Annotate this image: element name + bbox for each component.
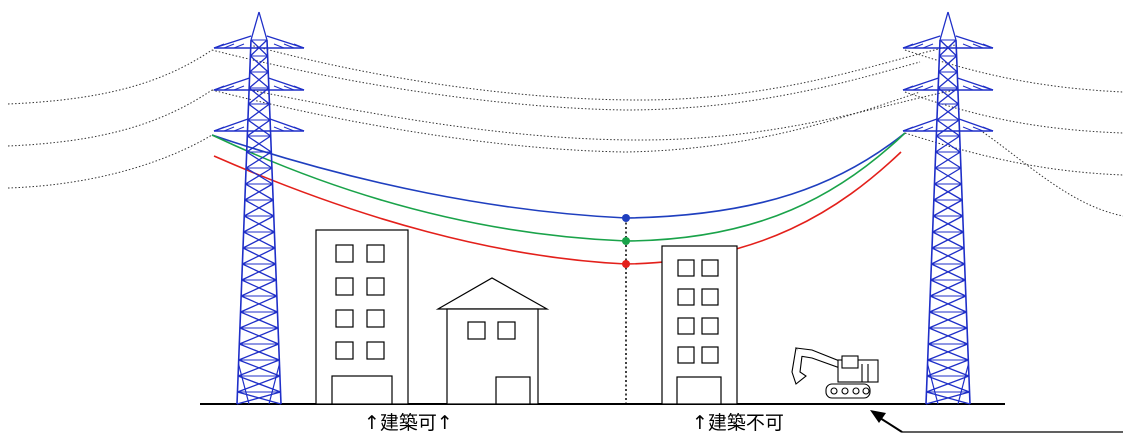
label-not-buildable: ↑建築不可 [692,412,784,434]
sag-point-red [622,260,630,268]
label-buildable: ↑建築可↑ [364,412,453,434]
upper-span-wires [211,44,956,153]
right-outgoing-wire-1 [904,49,1123,93]
callout-arrow [870,410,1123,433]
conductor-sag-max [213,151,902,265]
excavator-icon [791,347,879,399]
left-incoming-wire-low [7,134,213,189]
left-incoming-wire-top [7,49,213,105]
upper-span-wire-1 [211,49,921,111]
right-outgoing-wire-4 [979,129,1123,217]
building-tall-left [315,229,409,405]
left-incoming-wire-mid [7,89,213,147]
left-incoming-wires [7,49,213,189]
upper-span-wire-4 [249,89,956,141]
house [435,277,550,405]
right-outgoing-wire-2 [904,91,1123,134]
right-outgoing-wires [904,49,1123,217]
conductor-normal [211,132,906,219]
sag-point-blue [622,214,630,222]
right-outgoing-wire-3 [904,132,1123,176]
conductor-sag-mid [211,132,906,242]
upper-span-wire-3 [249,44,956,101]
building-tall-right [661,245,738,405]
arrow-head-icon [870,410,886,423]
sag-point-green [622,237,630,245]
transmission-tower-left [213,11,305,405]
upper-span-wire-2 [211,89,921,153]
transmission-tower-right [902,11,994,405]
